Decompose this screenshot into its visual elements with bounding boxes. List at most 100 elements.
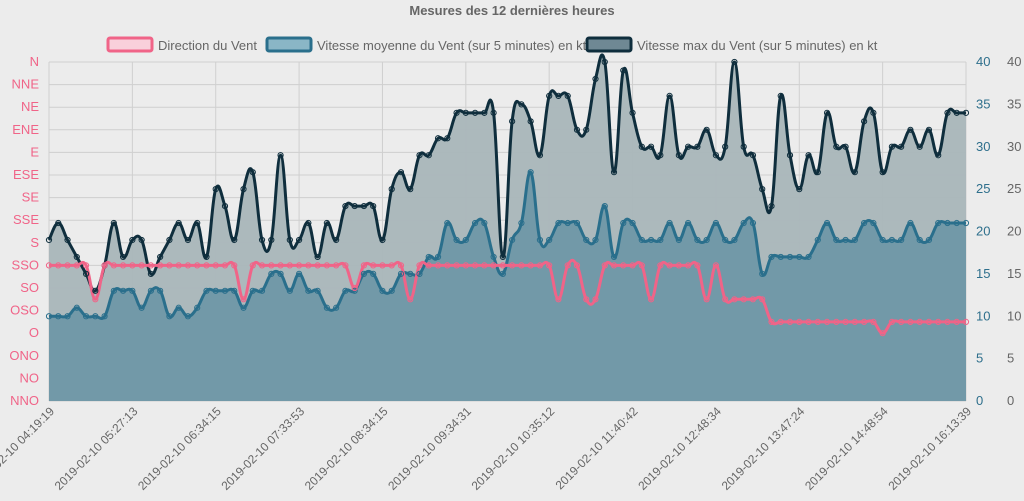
avg-point[interactable] bbox=[490, 253, 497, 261]
max-point[interactable] bbox=[851, 169, 858, 176]
avg-point[interactable] bbox=[916, 236, 923, 244]
avg-point[interactable] bbox=[138, 304, 145, 311]
direction-point[interactable] bbox=[546, 262, 553, 269]
avg-point[interactable] bbox=[786, 253, 794, 261]
avg-point[interactable] bbox=[796, 253, 803, 261]
avg-point[interactable] bbox=[620, 219, 627, 227]
avg-point[interactable] bbox=[305, 287, 312, 294]
max-point[interactable] bbox=[712, 152, 720, 159]
avg-point[interactable] bbox=[481, 219, 488, 227]
direction-point[interactable] bbox=[712, 262, 720, 269]
avg-point[interactable] bbox=[722, 236, 729, 244]
max-point[interactable] bbox=[518, 101, 525, 108]
avg-point[interactable] bbox=[147, 287, 154, 294]
max-point[interactable] bbox=[416, 152, 423, 159]
max-point[interactable] bbox=[583, 126, 590, 133]
direction-point[interactable] bbox=[138, 262, 145, 269]
max-point[interactable] bbox=[842, 143, 849, 150]
direction-point[interactable] bbox=[888, 318, 895, 325]
max-point[interactable] bbox=[546, 92, 553, 100]
avg-point[interactable] bbox=[851, 236, 858, 244]
direction-point[interactable] bbox=[388, 262, 395, 269]
avg-point[interactable] bbox=[203, 287, 210, 294]
direction-point[interactable] bbox=[370, 262, 377, 269]
direction-point[interactable] bbox=[286, 262, 293, 269]
avg-point[interactable] bbox=[499, 270, 506, 277]
avg-point[interactable] bbox=[731, 236, 738, 244]
avg-point[interactable] bbox=[323, 304, 330, 311]
avg-point[interactable] bbox=[73, 304, 80, 311]
direction-point[interactable] bbox=[231, 262, 238, 269]
direction-point[interactable] bbox=[962, 318, 970, 325]
avg-point[interactable] bbox=[249, 287, 256, 294]
avg-point[interactable] bbox=[953, 219, 960, 227]
max-point[interactable] bbox=[120, 253, 127, 261]
avg-point[interactable] bbox=[64, 313, 71, 320]
avg-point[interactable] bbox=[610, 253, 618, 261]
max-point[interactable] bbox=[425, 152, 432, 159]
max-point[interactable] bbox=[573, 126, 581, 133]
avg-point[interactable] bbox=[888, 236, 895, 244]
avg-point[interactable] bbox=[703, 236, 710, 244]
avg-point[interactable] bbox=[92, 313, 99, 320]
avg-point[interactable] bbox=[286, 287, 293, 294]
avg-point[interactable] bbox=[258, 287, 266, 294]
max-point[interactable] bbox=[694, 143, 701, 150]
direction-point[interactable] bbox=[249, 262, 256, 269]
max-point[interactable] bbox=[870, 109, 877, 116]
direction-point[interactable] bbox=[258, 262, 266, 269]
direction-point[interactable] bbox=[351, 284, 358, 292]
direction-point[interactable] bbox=[509, 262, 516, 269]
legend-item-avg[interactable]: Vitesse moyenne du Vent (sur 5 minutes) … bbox=[265, 36, 587, 53]
direction-point[interactable] bbox=[342, 262, 349, 269]
avg-point[interactable] bbox=[462, 236, 469, 244]
max-point[interactable] bbox=[879, 169, 886, 176]
direction-point[interactable] bbox=[166, 262, 173, 269]
avg-point[interactable] bbox=[647, 236, 655, 244]
max-point[interactable] bbox=[286, 236, 293, 244]
direction-point[interactable] bbox=[64, 262, 71, 269]
avg-point[interactable] bbox=[55, 313, 62, 320]
max-point[interactable] bbox=[796, 186, 803, 193]
max-point[interactable] bbox=[231, 236, 238, 244]
direction-point[interactable] bbox=[842, 318, 849, 325]
max-point[interactable] bbox=[388, 186, 395, 193]
direction-point[interactable] bbox=[925, 318, 933, 325]
max-point[interactable] bbox=[481, 109, 488, 116]
max-point[interactable] bbox=[509, 118, 516, 125]
direction-point[interactable] bbox=[499, 262, 506, 269]
max-point[interactable] bbox=[462, 109, 469, 116]
max-point[interactable] bbox=[759, 186, 766, 193]
max-point[interactable] bbox=[444, 135, 451, 142]
avg-point[interactable] bbox=[166, 313, 173, 320]
legend-item-max[interactable]: Vitesse max du Vent (sur 5 minutes) en k… bbox=[585, 36, 878, 53]
avg-point[interactable] bbox=[157, 287, 164, 294]
direction-point[interactable] bbox=[583, 296, 590, 303]
avg-point[interactable] bbox=[333, 304, 340, 311]
direction-point[interactable] bbox=[184, 262, 192, 269]
max-point[interactable] bbox=[610, 169, 618, 176]
max-point[interactable] bbox=[601, 58, 608, 66]
avg-point[interactable] bbox=[833, 236, 840, 244]
max-point[interactable] bbox=[184, 236, 192, 244]
avg-point[interactable] bbox=[842, 236, 849, 244]
avg-point[interactable] bbox=[861, 219, 868, 227]
max-point[interactable] bbox=[166, 236, 173, 244]
max-point[interactable] bbox=[203, 253, 210, 261]
max-point[interactable] bbox=[351, 202, 358, 210]
max-point[interactable] bbox=[221, 202, 229, 210]
direction-point[interactable] bbox=[73, 262, 80, 269]
max-point[interactable] bbox=[962, 109, 970, 116]
avg-point[interactable] bbox=[351, 287, 358, 294]
direction-point[interactable] bbox=[333, 262, 340, 269]
direction-point[interactable] bbox=[92, 296, 99, 303]
direction-point[interactable] bbox=[221, 262, 229, 269]
direction-point[interactable] bbox=[212, 262, 219, 269]
direction-point[interactable] bbox=[471, 262, 479, 269]
max-point[interactable] bbox=[592, 75, 599, 83]
avg-point[interactable] bbox=[194, 304, 201, 311]
avg-point[interactable] bbox=[360, 270, 368, 277]
avg-point[interactable] bbox=[295, 270, 303, 277]
max-point[interactable] bbox=[685, 143, 692, 150]
max-point[interactable] bbox=[527, 118, 534, 125]
